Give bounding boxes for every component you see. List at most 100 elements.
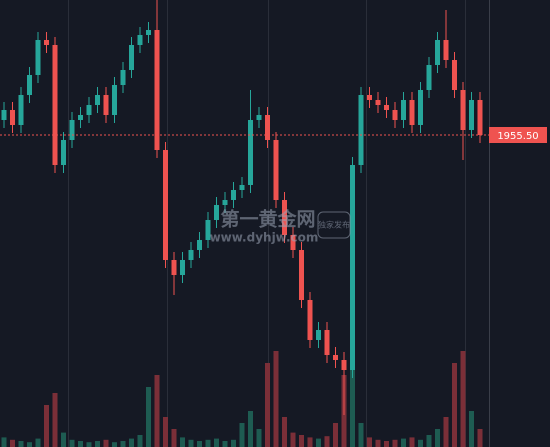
watermark-badge: 独家发布 — [318, 220, 350, 230]
volume-bar — [460, 351, 466, 447]
candle-body — [358, 95, 364, 165]
grid — [68, 0, 490, 447]
candle-body — [120, 70, 126, 85]
volume-bar — [477, 429, 483, 447]
candle-body — [231, 190, 236, 200]
volume-bar — [299, 435, 304, 447]
candle-body — [197, 240, 202, 250]
volume-bar — [367, 437, 372, 447]
candle-body — [265, 115, 270, 140]
volume-bar — [375, 439, 381, 447]
volume-bar — [188, 439, 194, 447]
price-line-layer: 1955.50 — [0, 127, 547, 143]
candle-body — [307, 300, 313, 340]
candle-body — [163, 150, 168, 260]
candle-body — [95, 95, 100, 105]
candle-body — [341, 360, 347, 370]
volume-bar — [61, 432, 66, 447]
candle-body — [10, 110, 15, 125]
volume-bar — [409, 437, 415, 447]
candle-body — [443, 40, 449, 60]
volume-bar — [290, 432, 296, 447]
candle-body — [477, 100, 483, 135]
volume-bar — [316, 438, 321, 447]
volume-bar — [401, 438, 406, 447]
candle-body — [256, 115, 262, 120]
volume-bar — [10, 439, 15, 447]
volume-bar — [35, 438, 41, 447]
candle-body — [137, 35, 143, 45]
watermark: 第一黄金网 独家发布 www.dyhjw.com — [210, 208, 351, 245]
candle-body — [18, 95, 24, 125]
volume-bar — [333, 423, 338, 447]
volume-bar — [163, 417, 168, 447]
volume-bar — [426, 435, 432, 447]
candle-body — [112, 85, 117, 115]
last-price-box — [489, 127, 547, 143]
last-price-label: 1955.50 — [497, 131, 538, 142]
candle-body — [392, 110, 398, 120]
candle-body — [52, 45, 58, 165]
candle-body — [78, 115, 83, 120]
volume-bar — [205, 439, 211, 447]
volume-bar — [384, 441, 389, 447]
candle-body — [180, 260, 185, 275]
volume-bar — [1, 437, 7, 447]
volume-bar — [154, 375, 160, 447]
volume-bar — [469, 411, 474, 447]
candle-body — [1, 110, 7, 120]
watermark-url: www.dyhjw.com — [210, 231, 319, 245]
volume-bar — [27, 442, 32, 447]
volume-bar — [86, 442, 92, 447]
volume-bar — [443, 417, 449, 447]
candle-body — [188, 250, 194, 260]
candle-body — [27, 75, 32, 95]
volume-bar — [248, 411, 253, 447]
candle-body — [401, 100, 406, 120]
volume-bar — [197, 441, 202, 447]
volume-bar — [69, 439, 75, 447]
candle-body — [418, 90, 423, 125]
candle-body — [333, 355, 338, 360]
candle-body — [282, 200, 287, 235]
volume-bar — [307, 437, 313, 447]
candle-body — [44, 40, 49, 45]
candle-body — [350, 165, 355, 370]
watermark-name: 第一黄金网 — [220, 208, 315, 231]
volume-bar — [256, 429, 262, 447]
candle-body — [460, 90, 466, 130]
candle-body — [35, 40, 41, 75]
candle-body — [316, 330, 321, 340]
candle-body — [214, 205, 219, 220]
candle-body — [103, 95, 109, 115]
candle-layer — [1, 0, 483, 415]
candle-body — [239, 185, 245, 190]
volume-bar — [78, 441, 83, 447]
candle-body — [324, 330, 330, 355]
volume-layer — [1, 351, 483, 447]
candle-body — [273, 140, 279, 200]
candle-body — [409, 100, 415, 125]
volume-bar — [418, 439, 423, 447]
volume-bar — [120, 441, 126, 447]
volume-bar — [273, 351, 279, 447]
volume-bar — [231, 439, 236, 447]
volume-bar — [137, 435, 143, 447]
candle-body — [367, 95, 372, 100]
volume-bar — [52, 393, 58, 447]
candle-body — [248, 120, 253, 185]
volume-bar — [265, 363, 270, 447]
volume-bar — [95, 441, 100, 447]
volume-bar — [282, 417, 287, 447]
volume-bar — [146, 387, 151, 447]
volume-bar — [171, 429, 177, 447]
volume-bar — [392, 439, 398, 447]
volume-bar — [239, 423, 245, 447]
volume-bar — [435, 429, 440, 447]
candle-body — [426, 65, 432, 90]
watermark-badge-box — [317, 211, 351, 239]
candle-body — [384, 105, 389, 110]
volume-bar — [350, 357, 355, 447]
candle-body — [435, 40, 440, 65]
